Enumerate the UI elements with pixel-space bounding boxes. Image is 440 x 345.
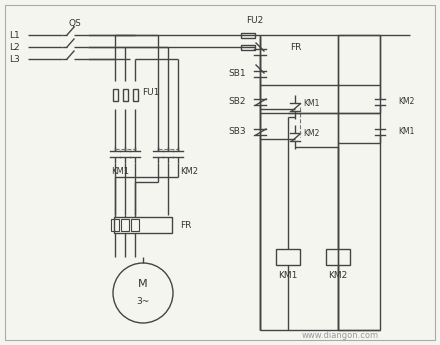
Bar [241,45,255,49]
Bar [114,217,172,233]
Text: KM1: KM1 [279,270,298,279]
Bar [113,89,117,101]
Text: M: M [138,279,148,289]
Text: KM1: KM1 [303,99,319,108]
Text: SB3: SB3 [228,127,246,136]
Text: L2: L2 [9,42,20,51]
Text: KM1: KM1 [398,127,414,136]
Text: SB1: SB1 [228,69,246,78]
Text: KM2: KM2 [180,167,198,176]
Text: KM2: KM2 [328,270,348,279]
Text: L3: L3 [9,55,20,63]
Bar [122,89,128,101]
Bar [276,249,300,265]
Bar [326,249,350,265]
Text: SB2: SB2 [228,97,246,106]
Bar [111,219,119,231]
Text: 3~: 3~ [136,296,150,306]
Text: www.diangon.com: www.diangon.com [301,331,378,339]
Bar [132,89,138,101]
Text: L1: L1 [9,30,20,39]
Text: KM2: KM2 [303,128,319,138]
Text: KM1: KM1 [111,167,129,176]
Bar [121,219,129,231]
Text: FU2: FU2 [246,16,264,24]
Text: FR: FR [180,220,191,229]
Bar [241,32,255,38]
Bar [131,219,139,231]
Text: FR: FR [290,42,301,51]
Text: FU1: FU1 [142,88,159,97]
Text: QS: QS [69,19,81,28]
Text: KM2: KM2 [398,97,414,106]
